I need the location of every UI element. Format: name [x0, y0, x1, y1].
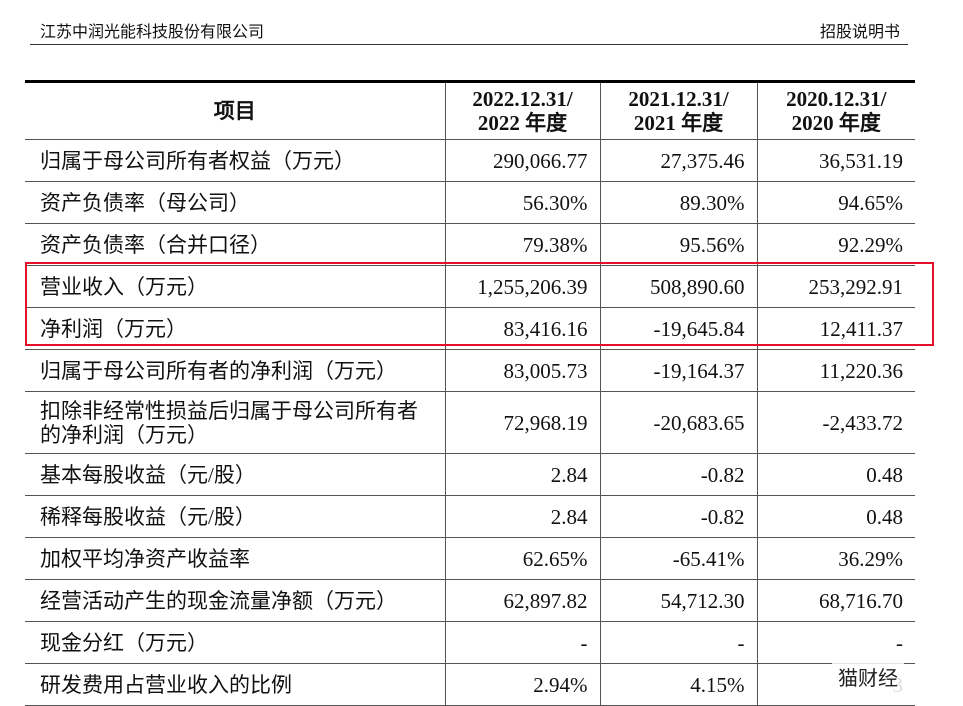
column-header: 项目: [25, 80, 445, 140]
cell-value: -19,645.84: [599, 307, 757, 350]
table-row: 现金分红（万元） - - -: [25, 621, 915, 664]
cell-value: 62.65%: [444, 537, 600, 580]
header-rule: [30, 44, 908, 45]
cell-value: -2,433.72: [756, 391, 915, 454]
cell-value: 79.38%: [444, 223, 600, 266]
column-header: 2022.12.31/2022 年度: [444, 80, 600, 140]
cell-value: 83,005.73: [444, 349, 600, 392]
column-header: 2021.12.31/2021 年度: [599, 80, 757, 140]
cell-value: -0.82: [599, 453, 757, 496]
cell-value: 92.29%: [756, 223, 915, 266]
cell-value: 95.56%: [599, 223, 757, 266]
column-header-line: 项目: [213, 99, 256, 123]
row-label: 资产负债率（合并口径）: [25, 223, 445, 266]
table-row: 净利润（万元） 83,416.16 -19,645.84 12,411.37: [25, 307, 915, 350]
row-label: 资产负债率（母公司）: [25, 181, 445, 224]
cell-value: 94.65%: [756, 181, 915, 224]
document-type: 招股说明书: [820, 24, 901, 41]
cell-value: 54,712.30: [599, 579, 757, 622]
row-label: 净利润（万元）: [25, 307, 445, 350]
cell-value: 2.84: [444, 453, 600, 496]
cell-value: -65.41%: [599, 537, 757, 580]
cell-value: -20,683.65: [599, 391, 757, 454]
cell-value: 72,968.19: [444, 391, 600, 454]
row-label: 营业收入（万元）: [25, 265, 445, 308]
cell-value: 253,292.91: [756, 265, 915, 308]
cell-value: 12,411.37: [756, 307, 915, 350]
cell-value: 2.84: [444, 495, 600, 538]
cell-value: 27,375.46: [599, 139, 757, 182]
cell-value: 89.30%: [599, 181, 757, 224]
column-header-line: 2021 年度: [633, 111, 724, 135]
highlight-box: [25, 262, 934, 346]
cell-value: 0.48: [756, 453, 915, 496]
row-label: 经营活动产生的现金流量净额（万元）: [25, 579, 445, 622]
table-row: 经营活动产生的现金流量净额（万元） 62,897.82 54,712.30 68,71…: [25, 579, 915, 622]
cell-value: -: [756, 621, 915, 664]
row-label: 稀释每股收益（元/股）: [25, 495, 445, 538]
column-header-line: 2020.12.31/: [786, 87, 887, 111]
cell-value: 1,255,206.39: [444, 265, 600, 308]
row-label: 基本每股收益（元/股）: [25, 453, 445, 496]
column-header-line: 2022 年度: [477, 111, 568, 135]
company-name: 江苏中润光能科技股份有限公司: [40, 24, 265, 41]
table-row: 营业收入（万元） 1,255,206.39 508,890.60 253,292.91: [25, 265, 915, 308]
row-label: 加权平均净资产收益率: [25, 537, 445, 580]
cell-value: 508,890.60: [599, 265, 757, 308]
financial-table: 项目 2022.12.31/2022 年度 2021.12.31/2021 年度 20…: [25, 80, 915, 706]
cell-value: 83,416.16: [444, 307, 600, 350]
cell-value: 36.29%: [756, 537, 915, 580]
cell-value: 36,531.19: [756, 139, 915, 182]
table-row: 稀释每股收益（元/股） 2.84 -0.82 0.48: [25, 495, 915, 538]
table-row: 扣除非经常性损益后归属于母公司所有者的净利润（万元） 72,968.19 -20,6…: [25, 391, 915, 454]
cell-value: 290,066.77: [444, 139, 600, 182]
header-row: 项目 2022.12.31/2022 年度 2021.12.31/2021 年度 20…: [25, 80, 915, 140]
column-header-line: 2022.12.31/: [472, 87, 573, 111]
cell-value: -: [599, 621, 757, 664]
cell-value: 62,897.82: [444, 579, 600, 622]
table-row: 基本每股收益（元/股） 2.84 -0.82 0.48: [25, 453, 915, 496]
cell-value: -19,164.37: [599, 349, 757, 392]
table-row: 加权平均净资产收益率 62.65% -65.41% 36.29%: [25, 537, 915, 580]
cell-value: -: [444, 621, 600, 664]
cell-value: 68,716.70: [756, 579, 915, 622]
column-header: 2020.12.31/2020 年度: [756, 80, 915, 140]
cell-value: 4.15%: [599, 663, 757, 706]
table-row: 资产负债率（母公司） 56.30% 89.30% 94.65%: [25, 181, 915, 224]
row-label: 现金分红（万元）: [25, 621, 445, 664]
cell-value: 11,220.36: [756, 349, 915, 392]
row-label: 归属于母公司所有者权益（万元）: [25, 139, 445, 182]
row-label: 扣除非经常性损益后归属于母公司所有者的净利润（万元）: [25, 391, 445, 454]
table-row: 归属于母公司所有者权益（万元） 290,066.77 27,375.46 36,531…: [25, 139, 915, 182]
table-row: 归属于母公司所有者的净利润（万元） 83,005.73 -19,164.37 11,2…: [25, 349, 915, 392]
table-row: 资产负债率（合并口径） 79.38% 95.56% 92.29%: [25, 223, 915, 266]
table-body: 归属于母公司所有者权益（万元） 290,066.77 27,375.46 36,531…: [25, 139, 915, 706]
column-header-line: 2020 年度: [791, 111, 881, 135]
column-header-line: 2021.12.31/: [628, 87, 729, 111]
cell-value: 0.48: [756, 495, 915, 538]
cell-value: -0.82: [599, 495, 757, 538]
row-label: 归属于母公司所有者的净利润（万元）: [25, 349, 445, 392]
watermark: 猫财经: [832, 660, 904, 693]
row-label: 研发费用占营业收入的比例: [25, 663, 445, 706]
cell-value: 2.94%: [444, 663, 600, 706]
cell-value: 56.30%: [444, 181, 600, 224]
